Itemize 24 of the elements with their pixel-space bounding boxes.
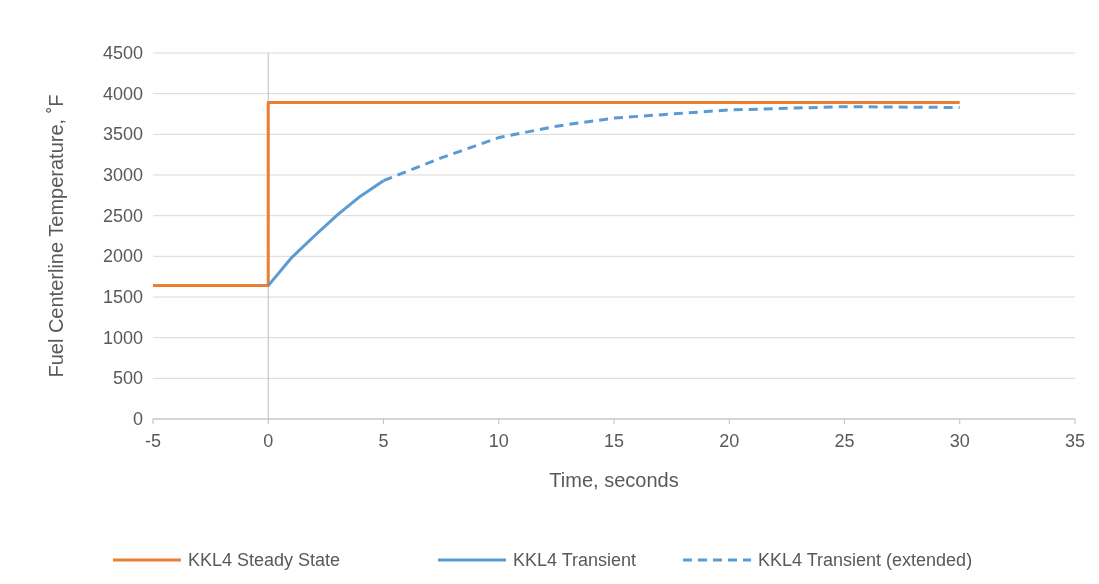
y-tick-label: 3500 bbox=[102, 124, 143, 145]
x-tick-label: -5 bbox=[144, 431, 162, 451]
legend-label: KKL4 Transient bbox=[513, 550, 637, 570]
x-axis-title: Time, seconds bbox=[549, 469, 679, 491]
y-tick-label: 3000 bbox=[102, 165, 143, 185]
y-tick-label: 4500 bbox=[102, 43, 143, 63]
x-tick-label: 35 bbox=[1064, 431, 1086, 451]
legend-label: KKL4 Transient (extended) bbox=[758, 550, 973, 570]
y-axis-title: Fuel Centerline Temperature, ˚F bbox=[45, 94, 67, 378]
x-tick-label: 5 bbox=[378, 431, 389, 451]
x-tick-label: 0 bbox=[263, 431, 274, 451]
legend-label: KKL4 Steady State bbox=[188, 550, 341, 570]
x-tick-label: 20 bbox=[719, 431, 740, 451]
y-tick-label: 2000 bbox=[102, 246, 143, 267]
x-tick-label: 25 bbox=[834, 431, 855, 451]
x-tick-label: 15 bbox=[603, 431, 625, 451]
y-tick-label: 1500 bbox=[102, 287, 143, 307]
y-tick-label: 2500 bbox=[102, 205, 143, 226]
y-tick-label: 500 bbox=[112, 368, 143, 389]
y-tick-label: 4000 bbox=[102, 83, 143, 104]
x-tick-label: 30 bbox=[949, 431, 970, 451]
x-tick-label: 10 bbox=[488, 431, 509, 451]
y-tick-label: 1000 bbox=[102, 327, 143, 348]
y-tick-label: 0 bbox=[132, 409, 143, 429]
